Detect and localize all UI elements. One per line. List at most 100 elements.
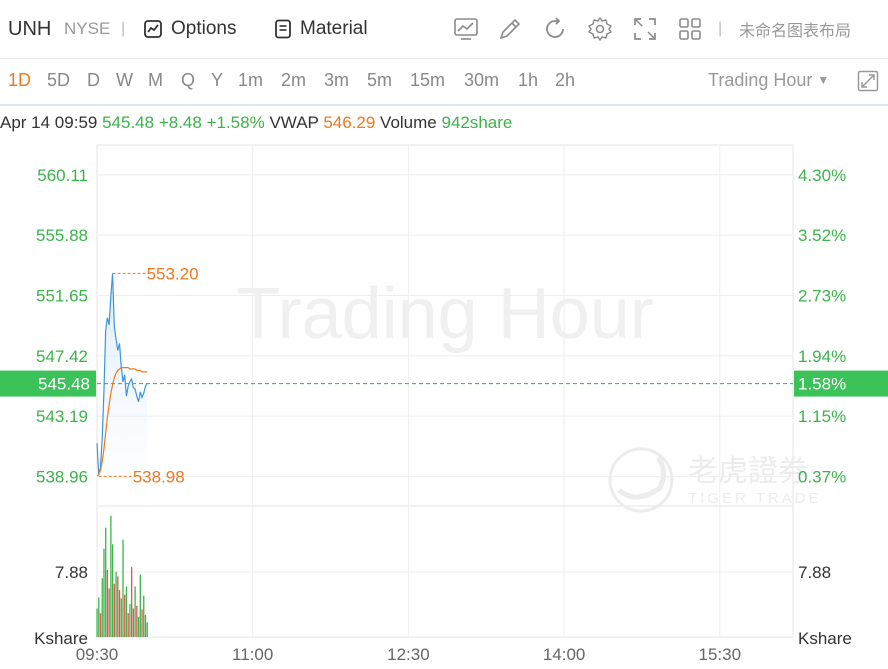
period-5m[interactable]: 5m [367, 70, 393, 90]
volume-bar [131, 567, 133, 637]
volume-bar [105, 527, 107, 637]
options-chart-icon [144, 20, 162, 38]
volume-bar [113, 583, 115, 637]
period-1h[interactable]: 1h [518, 70, 539, 90]
plot-frame [96, 144, 794, 638]
period-w[interactable]: W [116, 70, 133, 90]
price-axis-label: 555.88 [36, 226, 88, 245]
indicator-icon[interactable] [453, 16, 479, 42]
volume-bar [144, 614, 147, 637]
layout-grid-icon[interactable] [677, 16, 703, 42]
volume-bar [108, 588, 110, 637]
volume-bar [103, 548, 105, 637]
volume-bar [132, 608, 135, 637]
expand-chart-icon[interactable] [857, 70, 879, 92]
volume-bar [110, 515, 112, 637]
settings-gear-icon[interactable] [587, 16, 613, 42]
volume-bar [117, 576, 119, 637]
quote-datetime: Apr 14 09:59 [0, 113, 98, 132]
volume-bar [127, 613, 129, 637]
pct-axis-label: 0.37% [798, 468, 846, 487]
options-button[interactable]: Options [143, 0, 236, 58]
material-label: Material [300, 18, 368, 39]
toolbar-separator-2: | [718, 20, 723, 37]
price-line [96, 273, 148, 475]
volume-bar [143, 595, 145, 637]
document-icon [275, 19, 291, 39]
price-area-fill [97, 273, 148, 506]
volume-bar [101, 578, 103, 637]
period-selector: 1D 5D D W M Q Y 1m 2m 3m 5m 15m 30m 1h 2h [0, 62, 888, 102]
watermark-text: Trading Hour [236, 274, 654, 354]
pct-axis-label: 1.15% [798, 407, 846, 426]
vwap-line [96, 366, 148, 477]
quote-price: 545.48 [102, 113, 155, 132]
trading-hour-dropdown[interactable]: Trading Hour ▼ [708, 70, 829, 91]
period-30m[interactable]: 30m [464, 70, 500, 90]
volume-bar [96, 608, 98, 637]
material-button[interactable]: Material [274, 0, 368, 58]
volume-bar [106, 569, 109, 637]
period-1d[interactable]: 1D [8, 70, 32, 90]
current-price-label: 545.48 [38, 375, 90, 394]
watermark-brand-en: TIGER TRADE [688, 490, 822, 507]
period-2h[interactable]: 2h [555, 70, 576, 90]
vwap-value: 546.29 [323, 113, 376, 132]
pct-axis-label: 3.52% [798, 226, 846, 245]
period-m[interactable]: M [148, 70, 163, 90]
caret-down-icon: ▼ [817, 73, 830, 87]
price-axis-label: 547.42 [36, 347, 88, 366]
current-price-box [0, 370, 96, 397]
volume-axis-label: 7.88 [55, 563, 88, 582]
fullscreen-icon[interactable] [632, 16, 658, 42]
options-label: Options [171, 18, 237, 39]
header-divider [0, 104, 888, 106]
pct-axis-label: 1.94% [798, 347, 846, 366]
time-axis-label: 14:00 [543, 645, 586, 664]
volume-bar [129, 603, 131, 637]
price-axis-label: 538.96 [36, 468, 88, 487]
quote-info-bar: Apr 14 09:59 545.48 +8.48 +1.58% VWAP 54… [0, 113, 512, 133]
quote-change: +8.48 [158, 113, 202, 132]
refresh-icon[interactable] [542, 16, 568, 42]
high-marker-label: 553.20 [147, 264, 199, 283]
current-pct-box [794, 370, 888, 397]
volume-bar [141, 609, 143, 637]
period-y[interactable]: Y [211, 70, 224, 90]
volume-label: Volume [380, 113, 437, 132]
price-axis-label: 543.19 [36, 407, 88, 426]
period-1m[interactable]: 1m [238, 70, 264, 90]
time-axis-label: 09:30 [76, 645, 119, 664]
period-15m[interactable]: 15m [410, 70, 446, 90]
volume-bar [137, 616, 140, 637]
volume-bar [134, 586, 136, 637]
volume-axis-label-right: 7.88 [798, 563, 831, 582]
symbol-ticker[interactable]: UNH [8, 17, 52, 40]
low-marker-label: 538.98 [133, 467, 185, 486]
pct-axis-label: 2.73% [798, 287, 846, 306]
chart-markers: 545.48 1.58% 553.20 538.98 [0, 264, 888, 486]
trading-hour-label: Trading Hour [708, 70, 813, 90]
volume-value: 942share [441, 113, 513, 132]
watermark-brand-cn: 老虎證券 [688, 455, 808, 488]
period-2m[interactable]: 2m [281, 70, 307, 90]
time-axis-label: 11:00 [232, 645, 273, 664]
layout-name-dropdown[interactable]: 未命名图表布局 [739, 23, 852, 40]
price-area [97, 273, 148, 506]
volume-bar [125, 586, 128, 637]
volume-bar [118, 590, 121, 637]
volume-unit-label-right: Kshare [798, 629, 852, 648]
drawing-pen-icon[interactable] [497, 16, 523, 42]
time-axis-label: 12:30 [387, 645, 430, 664]
chart-grid [96, 144, 794, 638]
period-5d[interactable]: 5D [47, 70, 71, 90]
exchange-label: NYSE [64, 19, 111, 38]
volume-bar [115, 571, 117, 637]
volume-bars [96, 515, 148, 637]
period-d[interactable]: D [87, 70, 100, 90]
price-axis-label: 560.11 [37, 166, 88, 185]
tiger-logo: 老虎證券 TIGER TRADE [608, 447, 822, 513]
period-q[interactable]: Q [181, 70, 196, 90]
toolbar-separator: | [121, 20, 126, 37]
period-3m[interactable]: 3m [324, 70, 350, 90]
